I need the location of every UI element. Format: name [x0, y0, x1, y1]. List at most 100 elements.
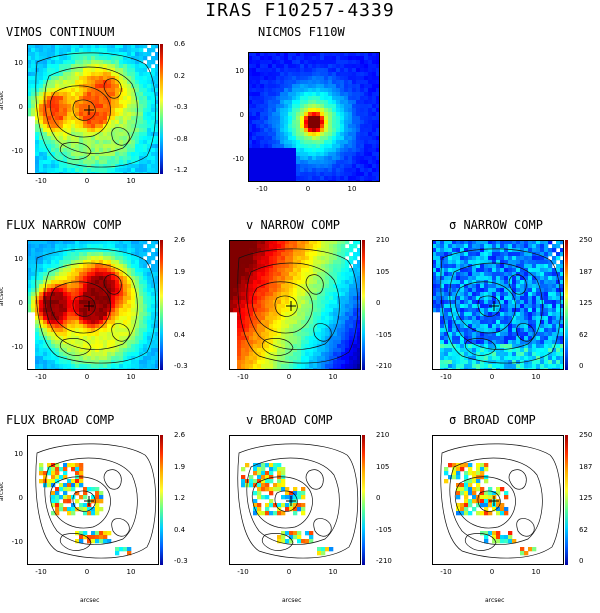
- colorbar-tick-label: -0.3: [174, 557, 188, 565]
- colorbar-tick-label: 1.9: [174, 463, 185, 471]
- figure-title: IRAS F10257-4339: [0, 0, 600, 21]
- colorbar-tick-label: 0: [376, 299, 380, 307]
- map-image: [27, 44, 159, 174]
- colorbar-tick-label: -105: [376, 331, 392, 339]
- x-tick-label: -10: [438, 568, 454, 576]
- x-tick-label: 10: [325, 568, 341, 576]
- y-tick-label: 10: [9, 450, 23, 458]
- x-tick-label: -10: [438, 373, 454, 381]
- map-image: [27, 435, 159, 565]
- colorbar-tick-label: 125: [579, 299, 592, 307]
- y-axis-label: arcsec: [0, 482, 5, 501]
- colorbar-tick-label: -210: [376, 362, 392, 370]
- colorbar-tick-label: -1.2: [174, 166, 188, 174]
- map-svg: [27, 240, 159, 370]
- x-tick-label: 0: [484, 568, 500, 576]
- colorbar: [160, 435, 163, 565]
- panel-title: FLUX BROAD COMP: [6, 413, 114, 427]
- y-axis-label: arcsec: [0, 287, 5, 306]
- x-tick-label: 10: [123, 177, 139, 185]
- colorbar: [565, 240, 568, 370]
- x-tick-label: 0: [484, 373, 500, 381]
- map-svg: [229, 240, 361, 370]
- colorbar-tick-label: 62: [579, 331, 588, 339]
- panel-title: v BROAD COMP: [246, 413, 333, 427]
- colorbar-tick-label: 0.2: [174, 72, 185, 80]
- colorbar-tick-label: 0.4: [174, 331, 185, 339]
- x-tick-label: -10: [254, 185, 270, 193]
- x-axis-label: arcsec: [282, 597, 301, 604]
- map-image: [432, 435, 564, 565]
- x-tick-label: -10: [33, 568, 49, 576]
- colorbar-tick-label: -105: [376, 526, 392, 534]
- y-tick-label: -10: [9, 343, 23, 351]
- colorbar-tick-label: 187: [579, 463, 592, 471]
- x-axis-label: arcsec: [485, 597, 504, 604]
- colorbar-tick-label: 250: [579, 236, 592, 244]
- x-tick-label: -10: [33, 373, 49, 381]
- x-tick-label: 0: [281, 373, 297, 381]
- colorbar: [160, 240, 163, 370]
- map-svg: [432, 240, 564, 370]
- colorbar-tick-label: 0: [376, 494, 380, 502]
- map-svg: [432, 435, 564, 565]
- map-image: [248, 52, 380, 182]
- colorbar-tick-label: -210: [376, 557, 392, 565]
- colorbar: [565, 435, 568, 565]
- x-tick-label: -10: [33, 177, 49, 185]
- y-tick-label: 10: [9, 59, 23, 67]
- colorbar: [362, 435, 365, 565]
- x-tick-label: 0: [79, 177, 95, 185]
- colorbar: [160, 44, 163, 174]
- x-tick-label: 10: [528, 568, 544, 576]
- y-tick-label: -10: [9, 538, 23, 546]
- map-image: [27, 240, 159, 370]
- map-pixels: [432, 240, 564, 370]
- x-tick-label: -10: [235, 373, 251, 381]
- x-tick-label: 0: [300, 185, 316, 193]
- x-tick-label: 10: [123, 568, 139, 576]
- y-tick-label: 0: [9, 299, 23, 307]
- x-axis-label: arcsec: [80, 597, 99, 604]
- colorbar-tick-label: 0.6: [174, 40, 185, 48]
- colorbar-tick-label: 187: [579, 268, 592, 276]
- colorbar-tick-label: 125: [579, 494, 592, 502]
- y-tick-label: 10: [230, 67, 244, 75]
- x-tick-label: -10: [235, 568, 251, 576]
- colorbar-tick-label: 0.4: [174, 526, 185, 534]
- map-pixels: [27, 44, 159, 174]
- map-image: [229, 240, 361, 370]
- colorbar-tick-label: 210: [376, 431, 389, 439]
- panel-title: VIMOS CONTINUUM: [6, 25, 114, 39]
- y-tick-label: -10: [230, 155, 244, 163]
- colorbar-tick-label: 1.2: [174, 494, 185, 502]
- colorbar-tick-label: 210: [376, 236, 389, 244]
- x-tick-label: 10: [528, 373, 544, 381]
- map-svg: [27, 435, 159, 565]
- map-pixels: [27, 240, 159, 370]
- panel-title: NICMOS F110W: [258, 25, 345, 39]
- x-tick-label: 10: [325, 373, 341, 381]
- colorbar-tick-label: 62: [579, 526, 588, 534]
- map-svg: [229, 435, 361, 565]
- y-tick-label: 10: [9, 255, 23, 263]
- panel-title: v NARROW COMP: [246, 218, 340, 232]
- colorbar: [362, 240, 365, 370]
- colorbar-tick-label: -0.8: [174, 135, 188, 143]
- colorbar-tick-label: 2.6: [174, 236, 185, 244]
- colorbar-tick-label: 250: [579, 431, 592, 439]
- x-tick-label: 0: [281, 568, 297, 576]
- colorbar-tick-label: -0.3: [174, 362, 188, 370]
- panel-title: FLUX NARROW COMP: [6, 218, 122, 232]
- colorbar-tick-label: 1.9: [174, 268, 185, 276]
- y-tick-label: -10: [9, 147, 23, 155]
- y-axis-label: arcsec: [0, 91, 5, 110]
- panel-title: σ BROAD COMP: [449, 413, 536, 427]
- y-tick-label: 0: [9, 494, 23, 502]
